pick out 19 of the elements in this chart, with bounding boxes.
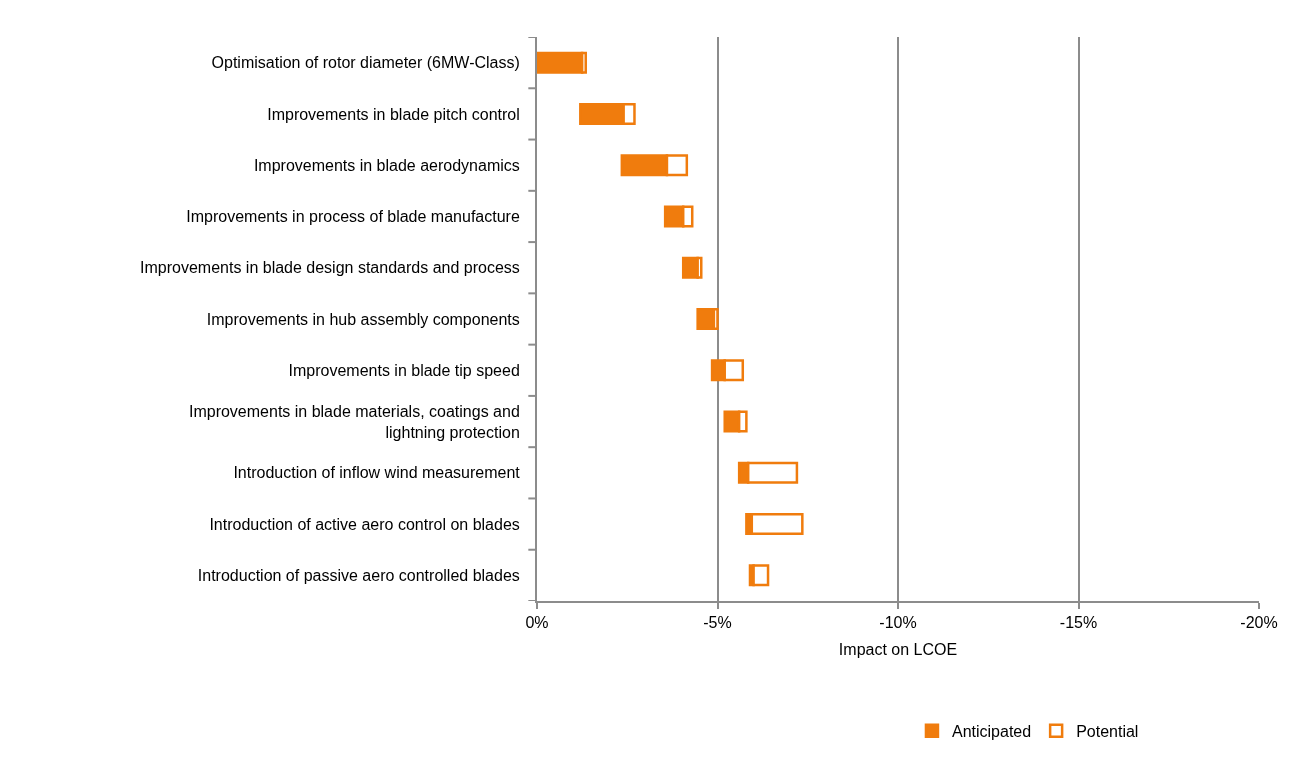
y-tick-label: Introduction of inflow wind measurement — [233, 464, 521, 482]
y-tick-label: Improvements in hub assembly components — [206, 310, 520, 328]
y-tick-label: Improvements in blade tip speed — [288, 361, 520, 379]
y-tick-label: Improvements in blade materials, coatings and lightning protection — [188, 402, 520, 441]
x-tick-label: -5% — [703, 614, 732, 632]
y-tick-label: Introduction of active aero control on blades — [209, 515, 520, 533]
x-tick-label: -10% — [879, 614, 917, 632]
y-tick-label: Introduction of passive aero controlled blades — [197, 566, 520, 584]
y-tick-label: Improvements in blade pitch control — [267, 105, 520, 123]
y-tick-label: Improvements in blade design standards and process — [140, 259, 520, 277]
y-tick-label: Improvements in process of blade manufacture — [186, 208, 520, 226]
y-tick-label: Optimisation of rotor diameter (6MW-Class) — [211, 54, 520, 72]
y-tick-label: Improvements in blade aerodynamics — [253, 156, 520, 174]
legend-label: Anticipated — [951, 722, 1032, 740]
x-tick-label: -15% — [1059, 614, 1098, 632]
x-axis-title: Impact on LCOE — [838, 641, 958, 659]
x-tick-label: 0% — [525, 614, 549, 632]
legend-label: Potential — [1076, 722, 1139, 740]
x-tick-label: -20% — [1240, 614, 1278, 632]
